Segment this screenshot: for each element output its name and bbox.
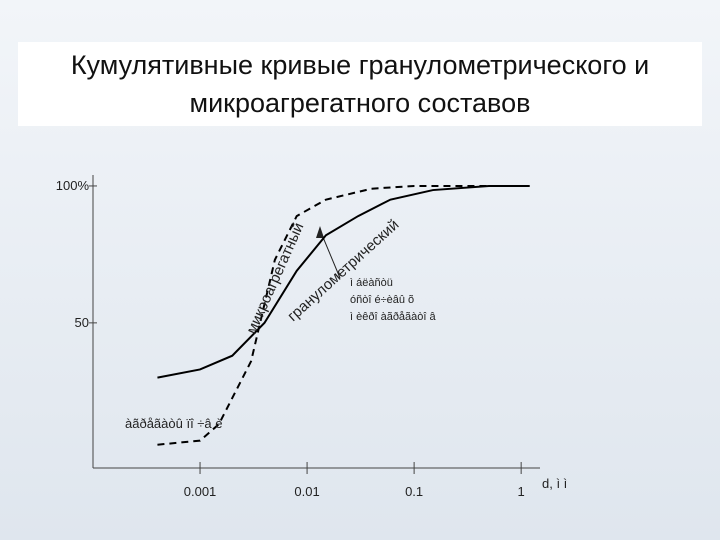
x-tick-label: 0.01 — [294, 484, 319, 499]
annotation: ì èêðî àãðåãàòî â — [350, 311, 437, 323]
y-tick-label: 100% — [56, 178, 90, 193]
y-tick-label: 50 — [75, 315, 89, 330]
x-tick-label: 0.1 — [405, 484, 423, 499]
x-tick-label: 0.001 — [184, 484, 217, 499]
annotation: àãðåãàòû ïî ÷â è — [125, 416, 223, 431]
slide-title: Кумулятивные кривые гранулометрического … — [18, 42, 702, 126]
curve — [157, 184, 530, 379]
annotation: ì áëàñòü — [350, 277, 393, 289]
annotation: óñòî é÷èâû õ — [350, 294, 414, 306]
x-tick-label: 1 — [518, 484, 525, 499]
x-axis-label: d, ì ì — [542, 476, 567, 491]
curve — [157, 184, 530, 446]
arrow-head — [316, 226, 324, 238]
